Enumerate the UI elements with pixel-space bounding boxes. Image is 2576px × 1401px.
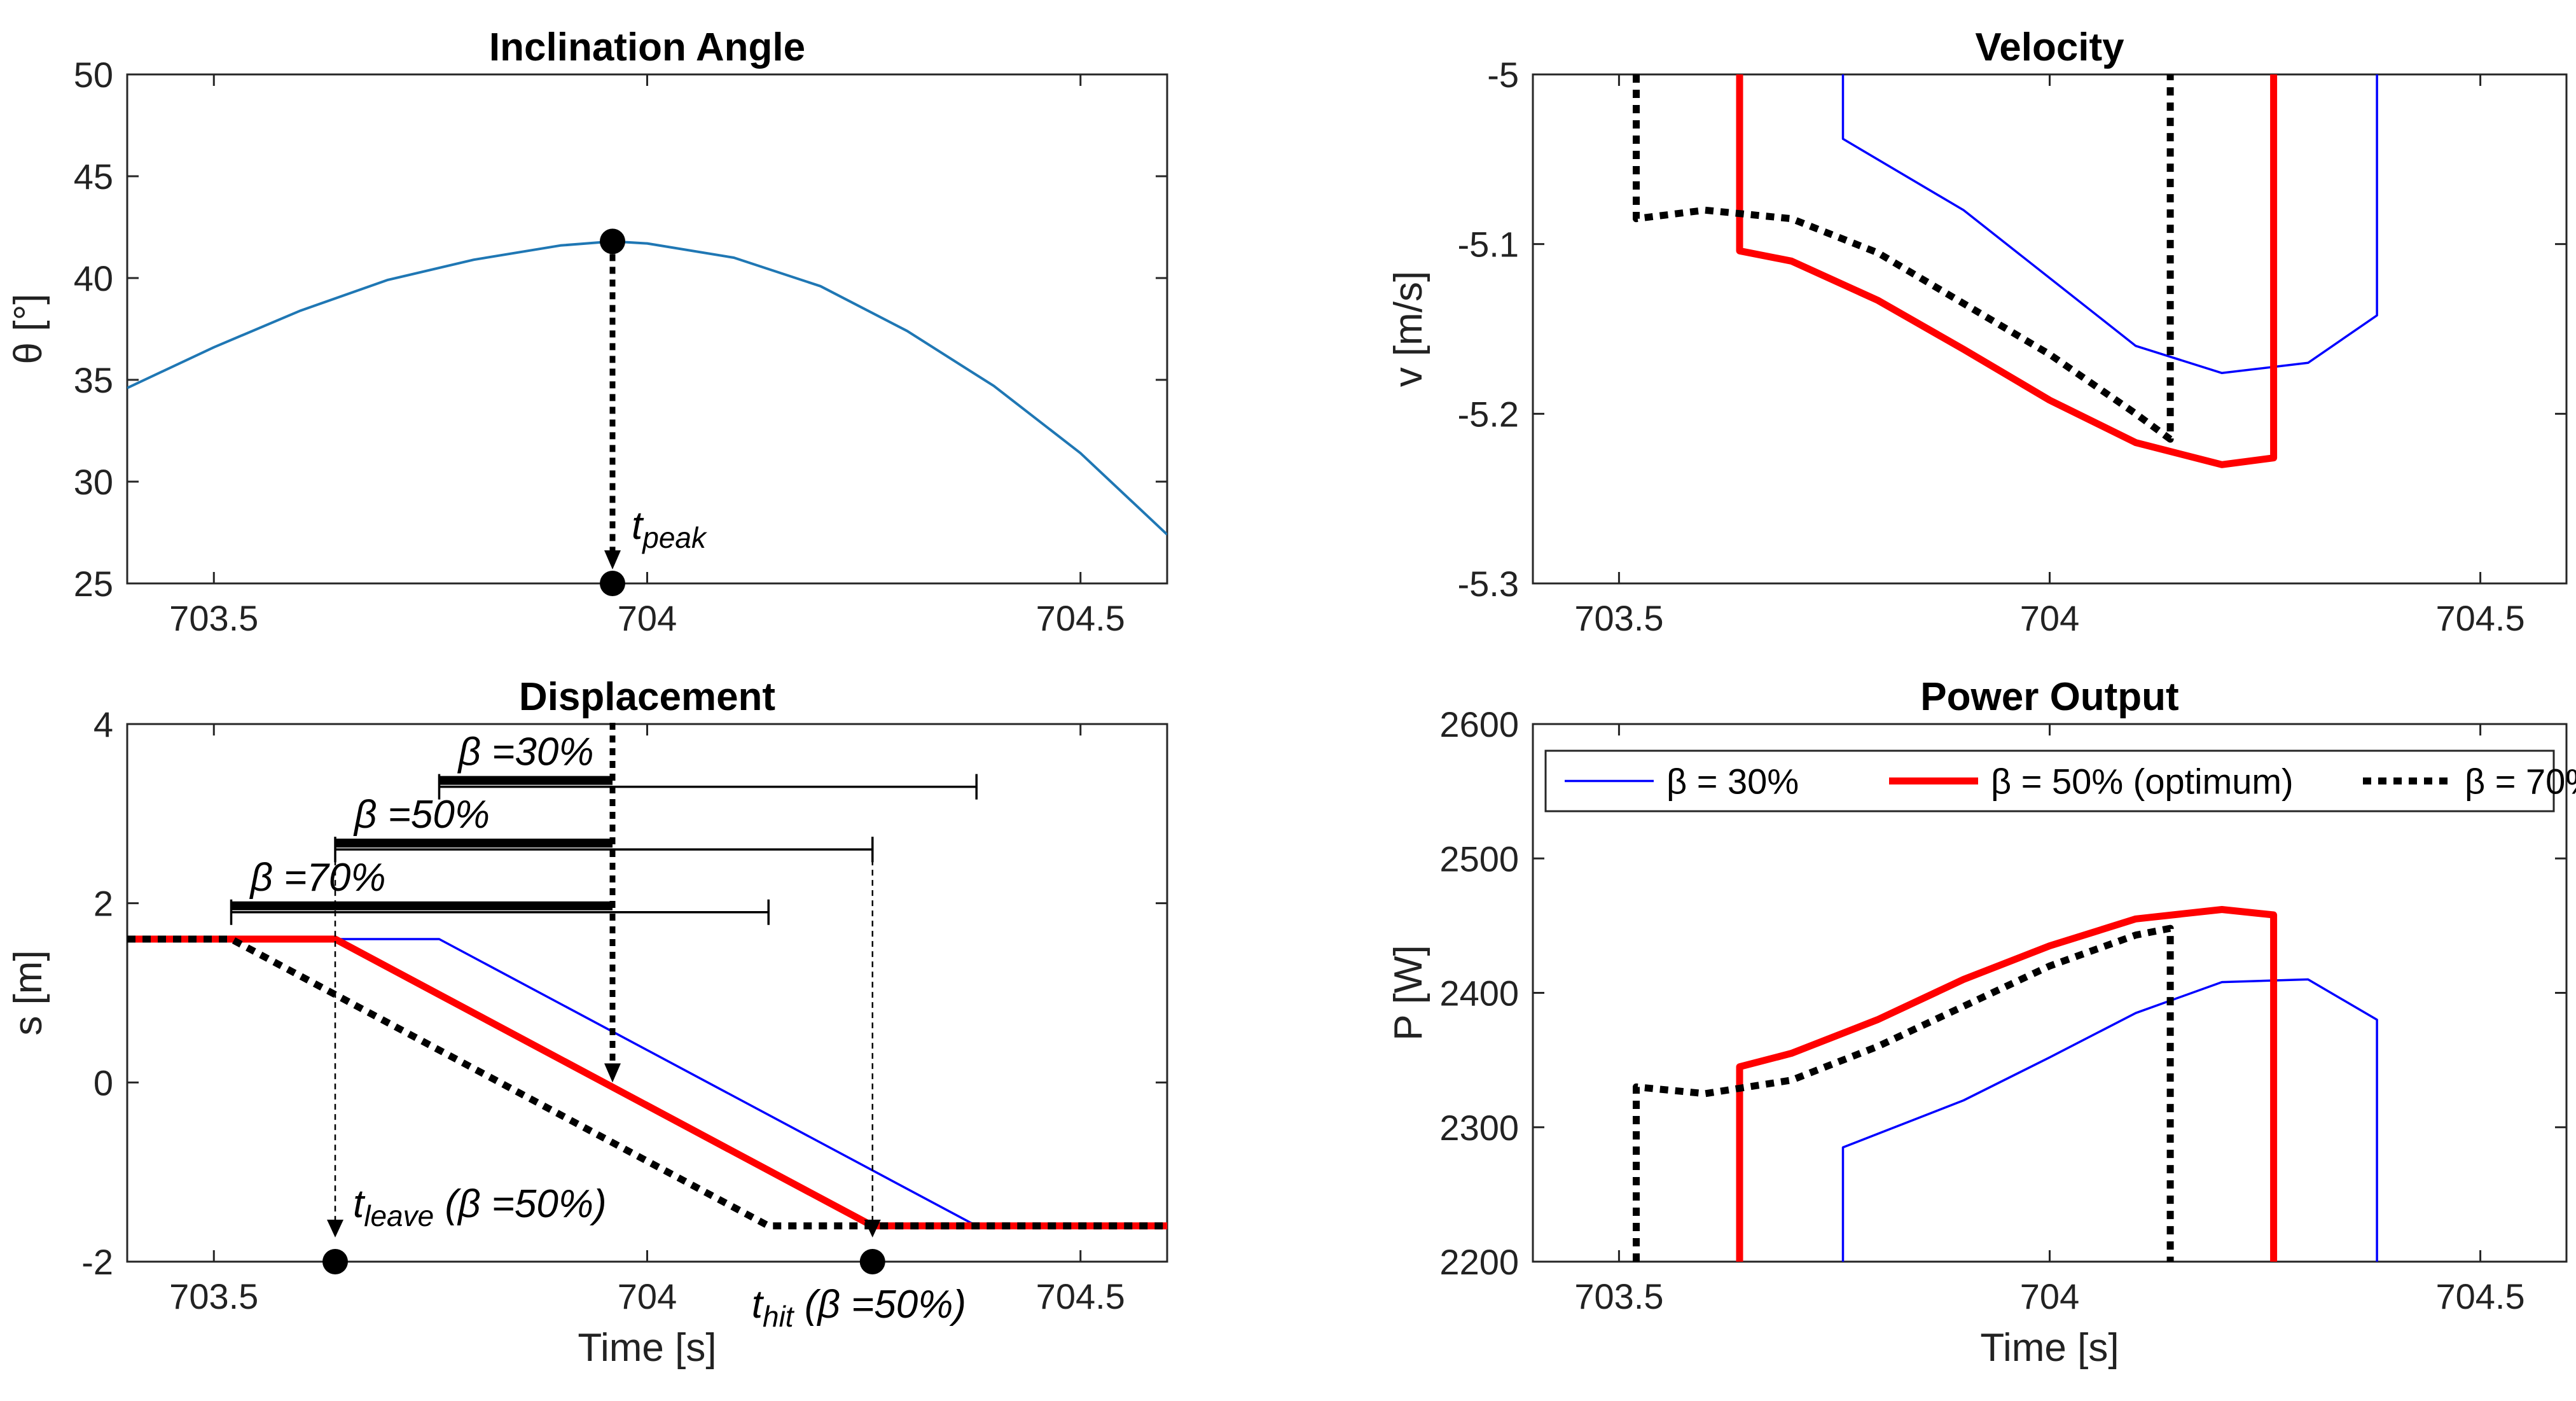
y-tick-label: -5.2 bbox=[1458, 394, 1520, 434]
y-tick-label: -5.1 bbox=[1458, 225, 1520, 265]
y-tick-label: 25 bbox=[74, 564, 113, 604]
axes-box bbox=[1532, 73, 2568, 585]
series-line--30- bbox=[1841, 978, 2378, 1262]
y-tick-label: -5 bbox=[1487, 55, 1519, 95]
series-line--50-optimum- bbox=[1736, 906, 2278, 1262]
series-line-curve bbox=[127, 240, 1167, 536]
y-axis-label: s [m] bbox=[6, 950, 50, 1035]
y-axis-label: P [W] bbox=[1387, 945, 1430, 1040]
tleave-subscript: leave bbox=[364, 1199, 434, 1232]
legend-entry: β = 50% (optimum) bbox=[1991, 762, 2294, 802]
x-tick-label: 704 bbox=[2020, 1276, 2079, 1316]
marker-hit bbox=[859, 1249, 885, 1274]
x-tick-label: 704 bbox=[618, 1276, 677, 1316]
axes-box bbox=[126, 723, 1168, 1263]
interval-label: β =30% bbox=[457, 730, 594, 774]
legend-entry: β = 70% bbox=[2465, 762, 2576, 802]
y-tick-label: -5.3 bbox=[1458, 564, 1520, 604]
y-axis-label: v [m/s] bbox=[1387, 271, 1430, 387]
power-output-panel: Power Output 703.5 704 704.5 2200 2300 2400 250… bbox=[1387, 675, 2576, 1370]
x-tick-label: 704.5 bbox=[1036, 1276, 1125, 1316]
x-tick-label: 703.5 bbox=[169, 598, 258, 638]
y-tick-label: 2300 bbox=[1439, 1108, 1519, 1148]
marker-leave bbox=[322, 1249, 348, 1274]
y-tick-label: 2 bbox=[93, 884, 113, 924]
y-tick-label: 2200 bbox=[1439, 1242, 1519, 1282]
series-line--30- bbox=[1841, 74, 2378, 375]
x-tick-label: 703.5 bbox=[1574, 598, 1663, 638]
interval-label: β =50% bbox=[353, 793, 490, 837]
x-tick-label: 704 bbox=[618, 598, 677, 638]
y-tick-label: 50 bbox=[74, 55, 113, 95]
y-tick-label: 35 bbox=[74, 360, 113, 400]
chart-title: Power Output bbox=[1920, 675, 2178, 719]
thit-suffix: (β =50%) bbox=[794, 1283, 966, 1327]
legend: β = 30% β = 50% (optimum) β = 70% bbox=[1544, 749, 2576, 812]
axes-box bbox=[126, 73, 1168, 585]
chart-title: Inclination Angle bbox=[489, 25, 805, 69]
y-tick-label: 2500 bbox=[1439, 839, 1519, 879]
interval-label: β =70% bbox=[249, 856, 386, 900]
x-tick-label: 703.5 bbox=[1574, 1276, 1663, 1316]
x-axis-label: Time [s] bbox=[578, 1326, 716, 1370]
x-tick-label: 704.5 bbox=[2436, 598, 2525, 638]
y-tick-label: 2600 bbox=[1439, 704, 1519, 744]
y-tick-label: 0 bbox=[93, 1063, 113, 1103]
x-tick-label: 704 bbox=[2020, 598, 2079, 638]
guide-arrowhead-leave bbox=[327, 1220, 343, 1237]
series-line--70- bbox=[1633, 74, 2174, 443]
tleave-label: tleave (β =50%) bbox=[353, 1182, 607, 1232]
series-line--70- bbox=[1633, 924, 2174, 1262]
chart-title: Velocity bbox=[1975, 25, 2124, 69]
y-axis-label: θ [°] bbox=[6, 294, 50, 365]
series-group bbox=[1633, 74, 2378, 468]
y-tick-label: 30 bbox=[74, 462, 113, 502]
series-line--70- bbox=[127, 935, 1167, 1230]
y-tick-label: 2400 bbox=[1439, 973, 1519, 1014]
tleave-suffix: (β =50%) bbox=[434, 1182, 606, 1226]
inclination-angle-panel: Inclination Angle 703.5 704 704.5 25 30 35 40 45… bbox=[6, 25, 1168, 638]
peak-arrow-head bbox=[604, 550, 621, 569]
legend-entry: β = 30% bbox=[1666, 762, 1799, 802]
tpeak-subscript: peak bbox=[641, 521, 707, 554]
y-tick-label: 4 bbox=[93, 704, 113, 744]
x-axis-label: Time [s] bbox=[1980, 1326, 2119, 1370]
series-group bbox=[127, 935, 1167, 1230]
chart-title: Displacement bbox=[519, 675, 775, 719]
series-group bbox=[1633, 906, 2378, 1262]
peak-time-marker bbox=[600, 571, 625, 596]
y-tick-label: 40 bbox=[74, 258, 113, 298]
thit-label: thit (β =50%) bbox=[752, 1283, 966, 1333]
x-tick-label: 704.5 bbox=[1036, 598, 1125, 638]
displacement-panel: Displacement 703.5 704 704.5 -2 0 2 4 Time [s] s … bbox=[6, 675, 1168, 1370]
guide-arrowhead-hit bbox=[864, 1220, 881, 1237]
velocity-panel: Velocity 703.5 704 704.5 -5.3 -5.2 -5.1 -5 v [m/… bbox=[1387, 25, 2568, 638]
y-tick-label: -2 bbox=[81, 1242, 113, 1282]
series-group bbox=[127, 240, 1167, 536]
peak-marker bbox=[600, 228, 625, 254]
x-tick-label: 703.5 bbox=[169, 1276, 258, 1316]
x-tick-label: 704.5 bbox=[2436, 1276, 2525, 1316]
thit-subscript: hit bbox=[763, 1300, 795, 1333]
peak-drop-arrow-head bbox=[604, 1063, 621, 1083]
series-line--50-optimum- bbox=[1736, 74, 2278, 468]
axes-box bbox=[1532, 723, 2568, 1263]
y-tick-label: 45 bbox=[74, 157, 113, 197]
